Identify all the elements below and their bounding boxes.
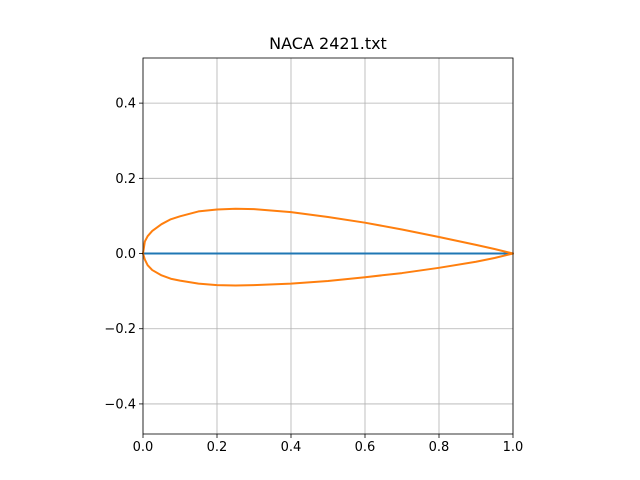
y-tick-label: 0.0 — [115, 247, 136, 262]
y-tick-label: 0.4 — [115, 97, 136, 112]
x-axis-ticks: 0.0 0.2 0.4 0.6 0.8 1.0 — [133, 434, 524, 455]
x-tick-label: 0.2 — [207, 440, 228, 455]
y-axis-ticks: −0.4 −0.2 0.0 0.2 0.4 — [104, 97, 143, 412]
x-tick-label: 0.8 — [429, 440, 450, 455]
plot-area — [143, 58, 513, 434]
x-tick-label: 1.0 — [503, 440, 524, 455]
x-tick-label: 0.4 — [281, 440, 302, 455]
y-tick-label: 0.2 — [115, 172, 136, 187]
chart-title: NACA 2421.txt — [269, 34, 387, 53]
axes-frame — [142, 57, 514, 435]
y-tick-label: −0.4 — [104, 397, 136, 412]
y-tick-label: −0.2 — [104, 322, 136, 337]
x-tick-label: 0.0 — [133, 440, 154, 455]
x-tick-label: 0.6 — [355, 440, 376, 455]
